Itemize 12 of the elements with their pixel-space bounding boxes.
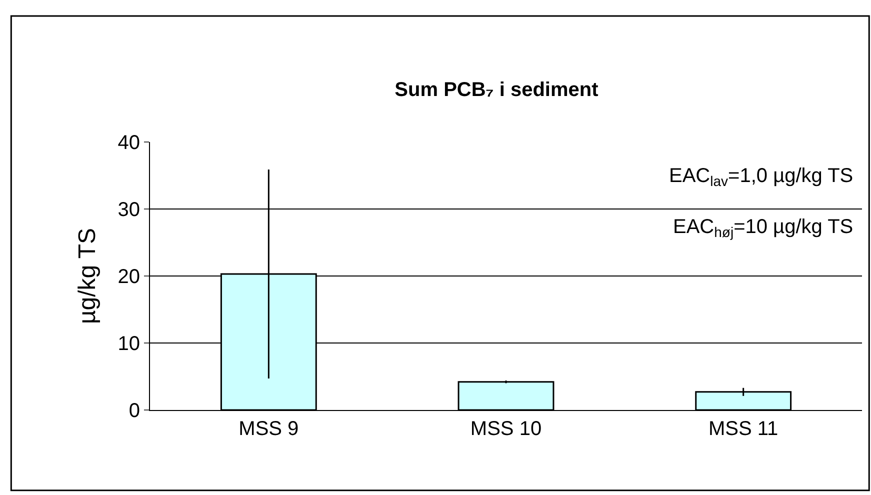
chart-title: Sum PCB₇ i sediment bbox=[394, 79, 599, 102]
annotation: EAC$_{lav}$=1,0 µg/kg TS bbox=[669, 165, 854, 190]
x-tick-label: MSS 9 bbox=[238, 418, 299, 440]
x-tick-label: MSS 11 bbox=[708, 418, 778, 440]
y-tick-label: 0 bbox=[128, 400, 140, 422]
y-tick-label: 20 bbox=[118, 266, 140, 288]
y-tick-label: 10 bbox=[118, 333, 140, 355]
x-tick-label: MSS 10 bbox=[470, 418, 542, 440]
y-tick-label: 30 bbox=[118, 199, 140, 221]
annotation: EAC$_{høj}$=10 µg/kg TS bbox=[673, 216, 854, 240]
y-axis-title: µg/kg TS bbox=[74, 228, 101, 324]
y-tick-label: 40 bbox=[118, 132, 140, 154]
